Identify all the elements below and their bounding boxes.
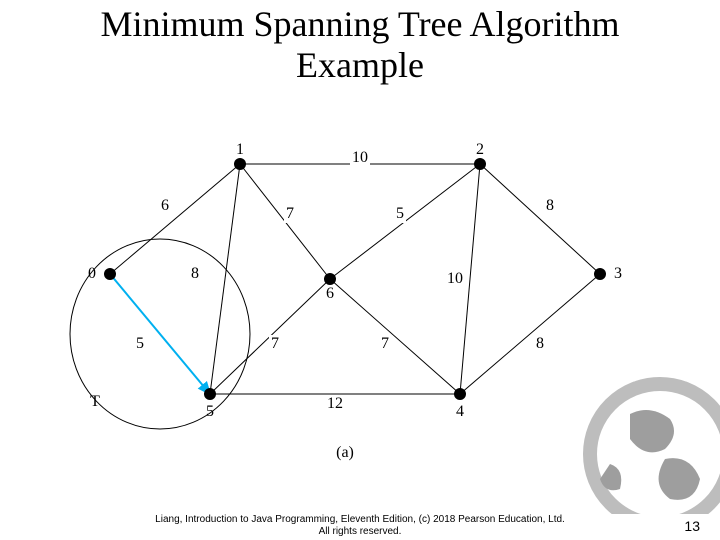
edge-weight-1-5: 8 [189,265,201,283]
edge-weight-4-5: 12 [325,395,345,413]
edge-weight-0-1: 6 [159,197,171,215]
node-label-6: 6 [326,285,334,303]
node-label-5: 5 [206,403,214,421]
globe-decorative-icon [570,364,720,514]
node-label-1: 1 [236,141,244,159]
edge-weight-2-4: 10 [445,270,465,288]
node-label-0: 0 [88,265,96,283]
graph-svg [80,144,640,474]
footer-credit: Liang, Introduction to Java Programming,… [0,514,720,538]
edge-weight-1-2: 10 [350,149,370,167]
edge-weight-0-5: 5 [134,335,146,353]
edge-weight-5-6: 7 [269,335,281,353]
title-line-2: Example [296,45,424,85]
node-label-3: 3 [614,265,622,283]
page-number: 13 [684,518,700,534]
node-3 [594,268,606,280]
edge-1-5 [210,164,240,394]
node-1 [234,158,246,170]
node-label-2: 2 [476,141,484,159]
node-2 [474,158,486,170]
edge-4-6 [330,279,460,394]
edge-2-3 [480,164,600,274]
graph-diagram: 0123456651078510887127 T (a) [80,144,640,474]
node-4 [454,388,466,400]
title-line-1: Minimum Spanning Tree Algorithm [100,4,619,44]
edge-weight-1-6: 7 [284,205,296,223]
footer-line-1: Liang, Introduction to Java Programming,… [155,514,565,525]
edge-weight-4-6: 7 [379,335,391,353]
node-6 [324,273,336,285]
edge-weight-2-3: 8 [544,197,556,215]
node-0 [104,268,116,280]
footer-line-2: All rights reserved. [319,526,402,537]
subfigure-caption: (a) [336,444,354,462]
edge-0-5 [110,274,210,394]
node-5 [204,388,216,400]
tree-set-label: T [90,393,100,411]
edge-weight-3-4: 8 [534,335,546,353]
edge-0-1 [110,164,240,274]
node-label-4: 4 [456,403,464,421]
edge-weight-2-6: 5 [394,205,406,223]
